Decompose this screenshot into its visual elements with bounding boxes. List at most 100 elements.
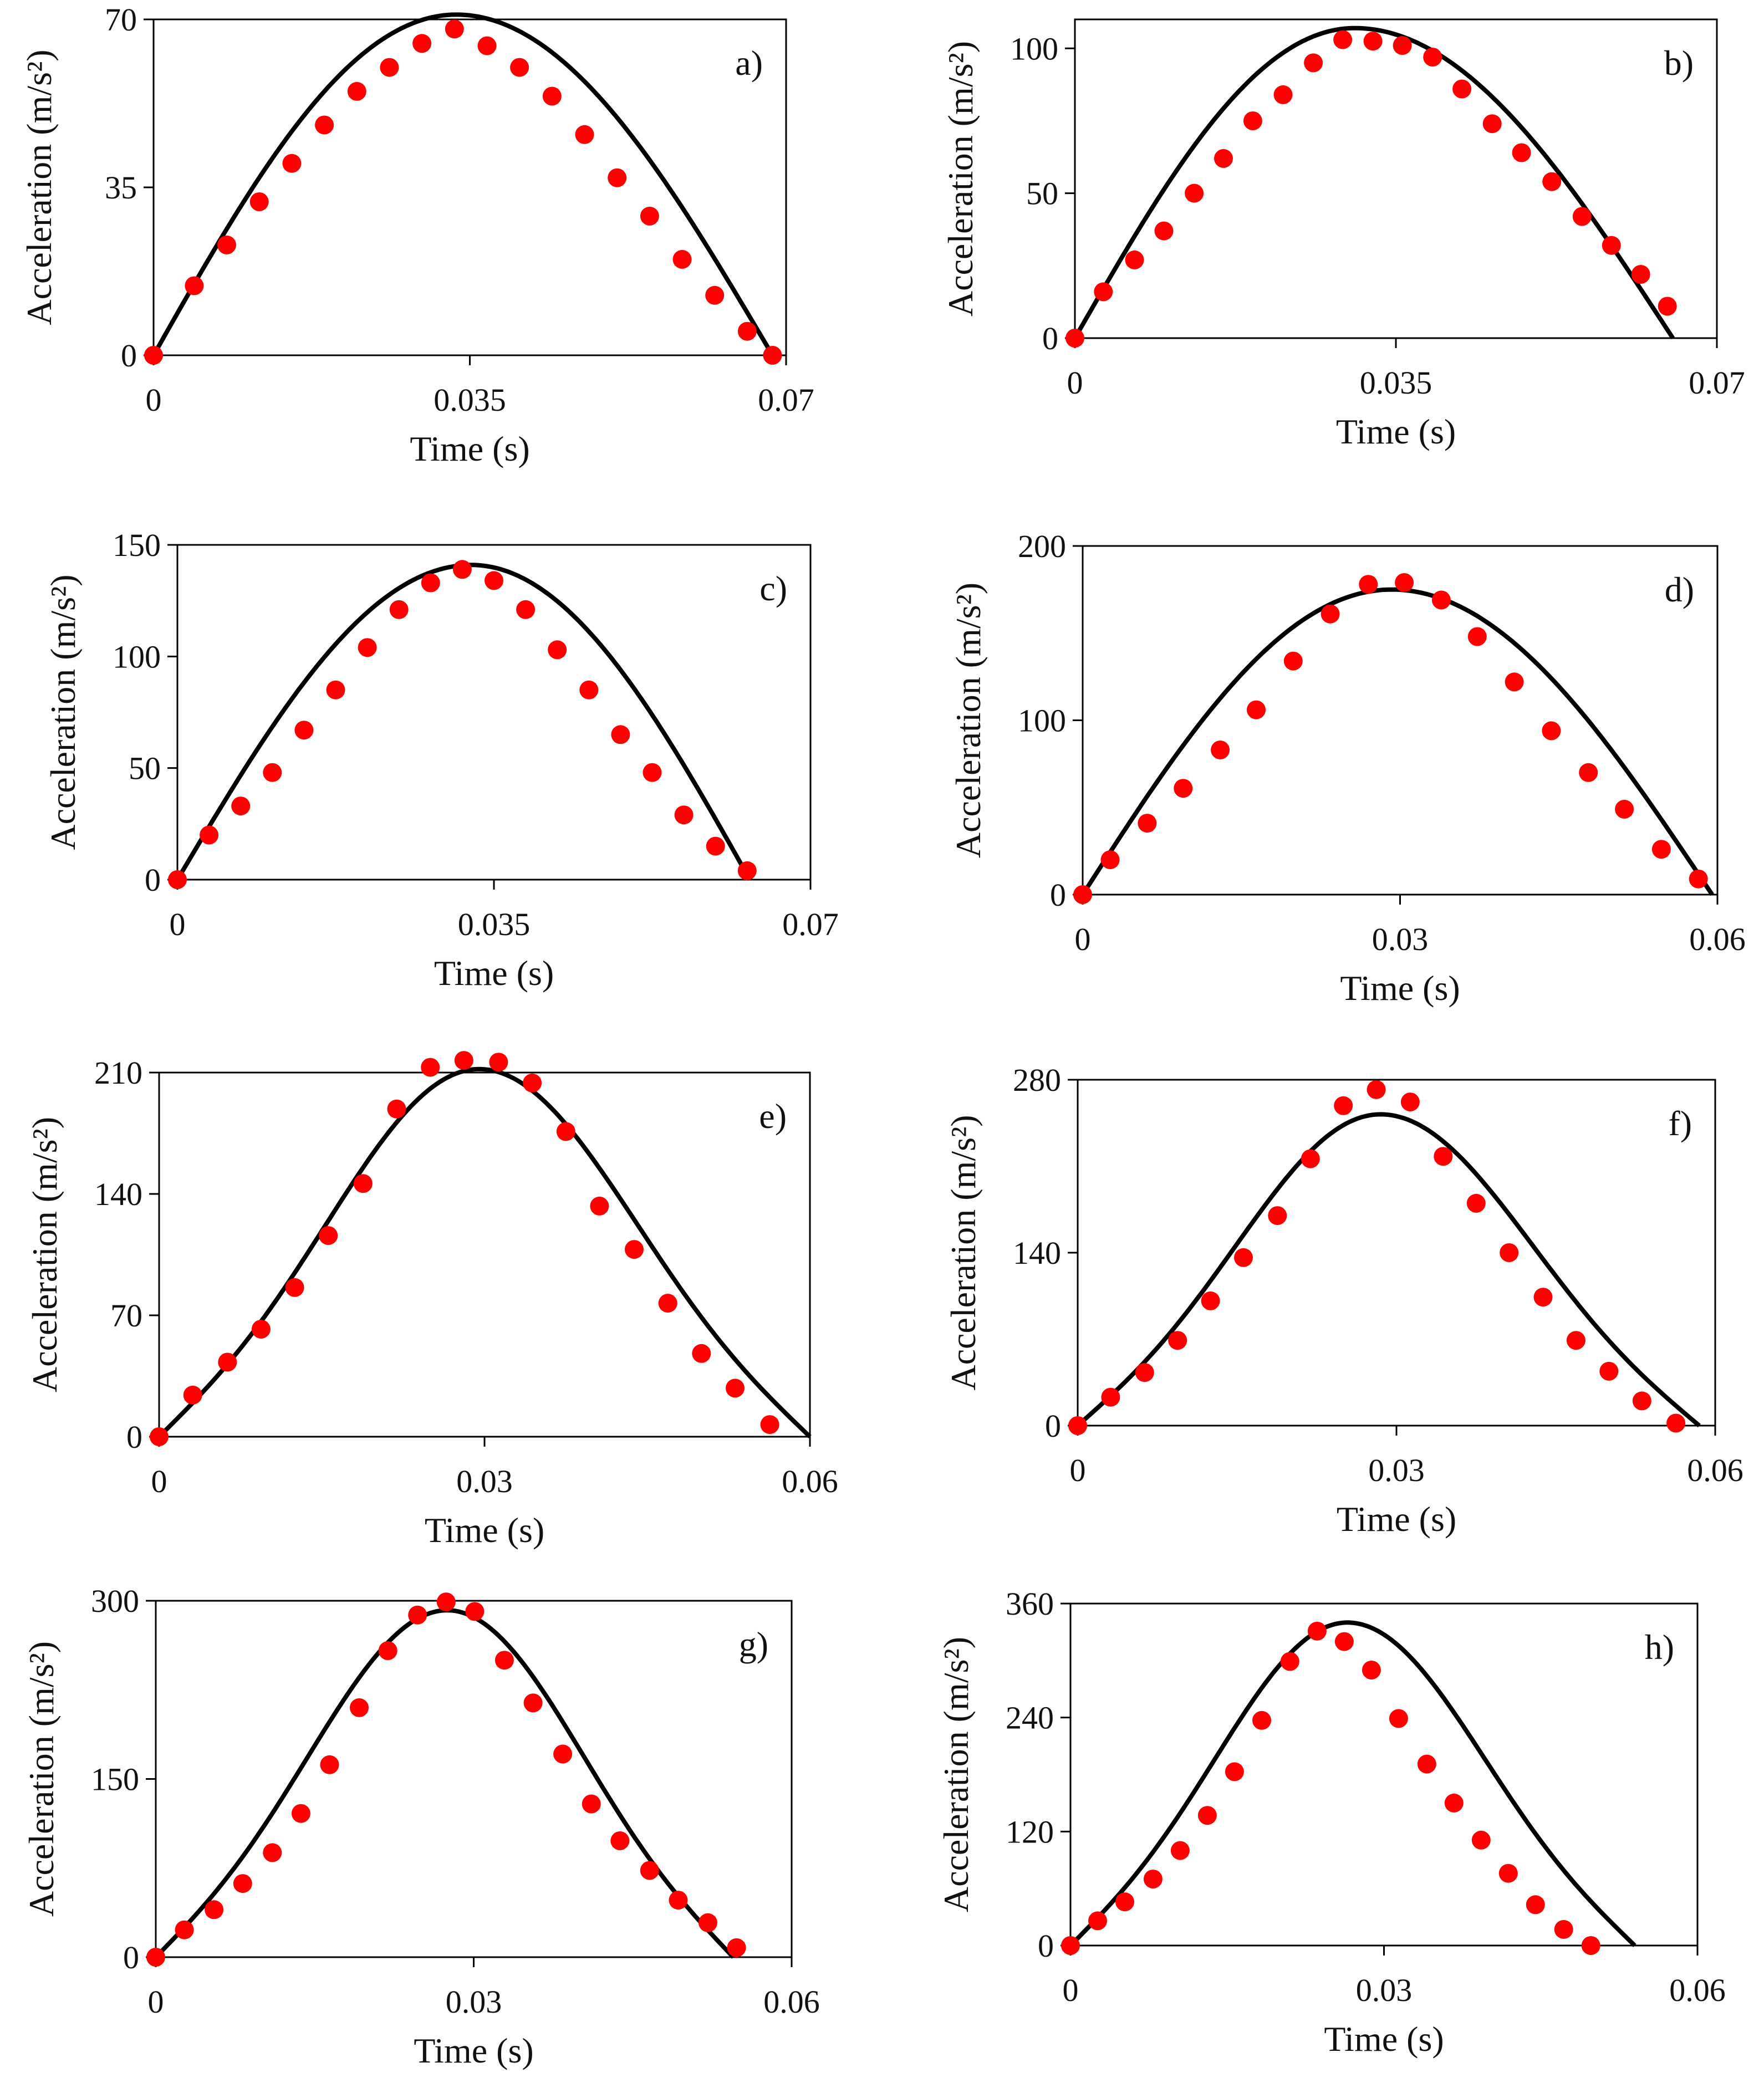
data-point	[608, 168, 627, 187]
data-point	[1214, 149, 1233, 168]
y-axis-title: Acceleration (m/s²)	[944, 1115, 983, 1390]
data-point	[1135, 1363, 1154, 1382]
data-point	[150, 1427, 169, 1446]
data-point	[285, 1278, 304, 1297]
data-point	[185, 276, 204, 295]
data-point	[358, 638, 377, 657]
data-point	[1572, 207, 1592, 226]
data-point	[408, 1605, 427, 1625]
data-point	[1566, 1331, 1585, 1350]
data-point	[282, 154, 302, 173]
y-axis-title: Acceleration (m/s²)	[25, 1117, 64, 1392]
y-tick-label: 0	[1050, 877, 1066, 913]
data-point	[1615, 799, 1634, 819]
data-point	[263, 763, 282, 782]
data-point	[760, 1415, 779, 1434]
data-point	[146, 1948, 165, 1967]
data-point	[205, 1900, 224, 1919]
x-tick-label: 0.035	[434, 382, 506, 418]
y-tick-label: 100	[1018, 703, 1066, 739]
data-point	[485, 571, 503, 590]
data-point	[516, 600, 536, 619]
y-tick-label: 140	[94, 1176, 142, 1212]
data-point	[640, 1861, 659, 1880]
y-tick-label: 50	[129, 751, 161, 787]
y-tick-label: 240	[1006, 1700, 1054, 1736]
x-tick-label: 0	[170, 906, 186, 942]
x-tick-label: 0	[146, 382, 162, 418]
data-point	[1252, 1711, 1271, 1730]
x-axis-title: Time (s)	[1324, 2019, 1444, 2059]
data-point	[421, 1058, 440, 1077]
plot-frame	[158, 1071, 811, 1438]
y-tick-label: 150	[91, 1762, 139, 1798]
data-point	[1431, 590, 1451, 610]
y-tick-label: 0	[121, 338, 137, 374]
y-tick-label: 70	[105, 2, 137, 38]
y-tick-label: 0	[145, 862, 161, 898]
data-point	[445, 19, 464, 39]
data-point	[1211, 741, 1230, 759]
data-point	[1434, 1147, 1453, 1166]
x-axis-title: Time (s)	[1336, 412, 1456, 451]
data-point	[1273, 85, 1293, 104]
plot-frame	[155, 1600, 793, 1958]
data-point	[1467, 627, 1487, 646]
data-point	[1201, 1291, 1220, 1310]
y-tick-label: 210	[94, 1055, 142, 1091]
plot-frame	[1069, 1602, 1699, 1947]
data-point	[1154, 221, 1174, 241]
y-tick-label: 150	[113, 527, 161, 563]
data-point	[217, 235, 236, 254]
data-point	[1417, 1754, 1436, 1774]
y-tick-label: 35	[105, 170, 137, 206]
model-curve	[1076, 1112, 1701, 1428]
panel-label: d)	[1665, 570, 1694, 609]
chart-panel-d: 0 100 200 0 0.03 0.06 Time (s) Acceleration (m/…	[949, 528, 1746, 1008]
data-point	[582, 1794, 601, 1814]
data-point	[542, 86, 562, 106]
data-point	[1471, 1830, 1491, 1850]
y-axis-title: Acceleration (m/s²)	[941, 41, 980, 316]
data-point	[320, 1755, 339, 1774]
data-point	[1393, 36, 1412, 55]
data-point	[669, 1891, 688, 1910]
plot-frame	[1077, 1079, 1716, 1427]
x-tick-label: 0.03	[446, 1984, 502, 2020]
data-point	[1307, 1621, 1327, 1641]
data-point	[1658, 297, 1677, 316]
data-point	[421, 573, 440, 593]
data-point	[1234, 1248, 1253, 1267]
data-point	[1554, 1919, 1573, 1939]
panel-label: a)	[735, 43, 763, 83]
x-tick-label: 0.03	[1372, 921, 1429, 957]
data-point	[1526, 1895, 1545, 1914]
data-point	[1498, 1864, 1518, 1883]
data-point	[553, 1744, 573, 1764]
data-point	[1243, 111, 1262, 130]
data-point	[291, 1804, 310, 1823]
y-axis-title: Acceleration (m/s²)	[949, 583, 988, 858]
data-point	[1423, 48, 1442, 67]
x-tick-label: 0	[151, 1463, 167, 1499]
data-point	[1073, 885, 1092, 904]
y-tick-label: 280	[1013, 1062, 1061, 1098]
data-point	[579, 680, 599, 700]
y-tick-label: 70	[110, 1298, 142, 1334]
data-point	[1581, 1936, 1600, 1955]
data-point	[1143, 1870, 1163, 1888]
data-point	[643, 763, 662, 782]
data-point	[1359, 575, 1378, 594]
y-axis-title: Acceleration (m/s²)	[19, 49, 59, 325]
data-point	[1101, 1387, 1120, 1407]
data-point	[1115, 1892, 1134, 1912]
panel-label: g)	[739, 1625, 768, 1664]
data-point	[658, 1294, 677, 1313]
y-tick-label: 200	[1018, 528, 1066, 564]
data-point	[1283, 651, 1303, 671]
data-point	[1197, 1806, 1217, 1825]
data-point	[1631, 265, 1650, 284]
data-point	[1065, 329, 1084, 348]
data-point	[1174, 779, 1193, 798]
plot-frame	[176, 544, 812, 881]
